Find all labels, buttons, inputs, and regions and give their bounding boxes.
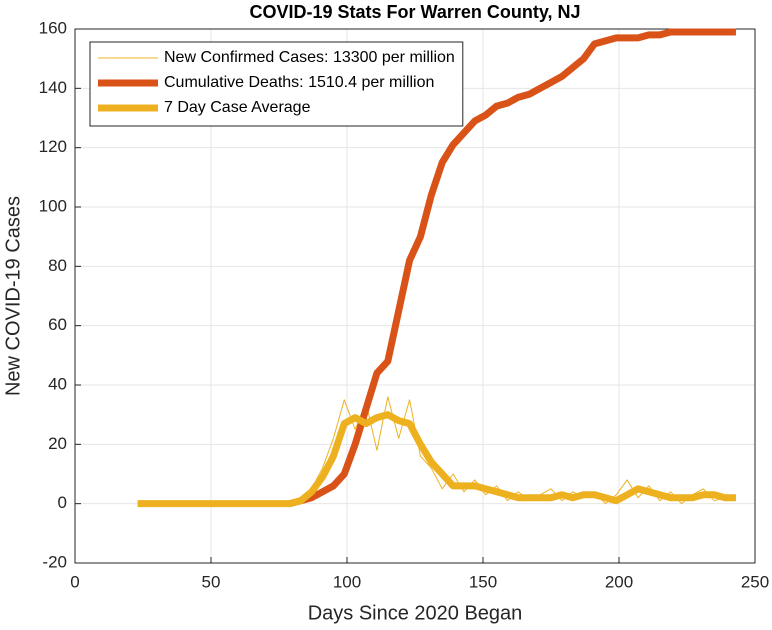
y-tick-label: 140 [39,78,67,97]
x-tick-label: 150 [469,572,497,591]
y-tick-label: 80 [48,256,67,275]
legend-label: Cumulative Deaths: 1510.4 per million [164,74,434,91]
x-tick-label: 50 [202,572,221,591]
legend-label: 7 Day Case Average [164,99,311,116]
y-tick-label: 100 [39,196,67,215]
series-line [288,28,736,508]
series-line [137,411,736,508]
y-axis-label: New COVID-19 Cases [2,196,24,396]
legend-label: New Confirmed Cases: 13300 per million [164,49,455,66]
y-tick-label: 0 [58,493,67,512]
y-tick-label: 40 [48,374,67,393]
y-tick-label: 20 [48,434,67,453]
legend: New Confirmed Cases: 13300 per million Cu… [89,41,464,127]
x-tick-label: 100 [333,572,361,591]
chart-title: COVID-19 Stats For Warren County, NJ [249,2,580,22]
y-tick-label: -20 [42,552,67,571]
y-tick-label: 160 [39,18,67,37]
x-tick-label: 250 [741,572,769,591]
x-tick-label: 0 [70,572,79,591]
x-axis-label: Days Since 2020 Began [308,602,523,624]
y-tick-label: 120 [39,137,67,156]
y-tick-label: 60 [48,315,67,334]
axes-box [74,28,756,564]
x-tick-label: 200 [605,572,633,591]
